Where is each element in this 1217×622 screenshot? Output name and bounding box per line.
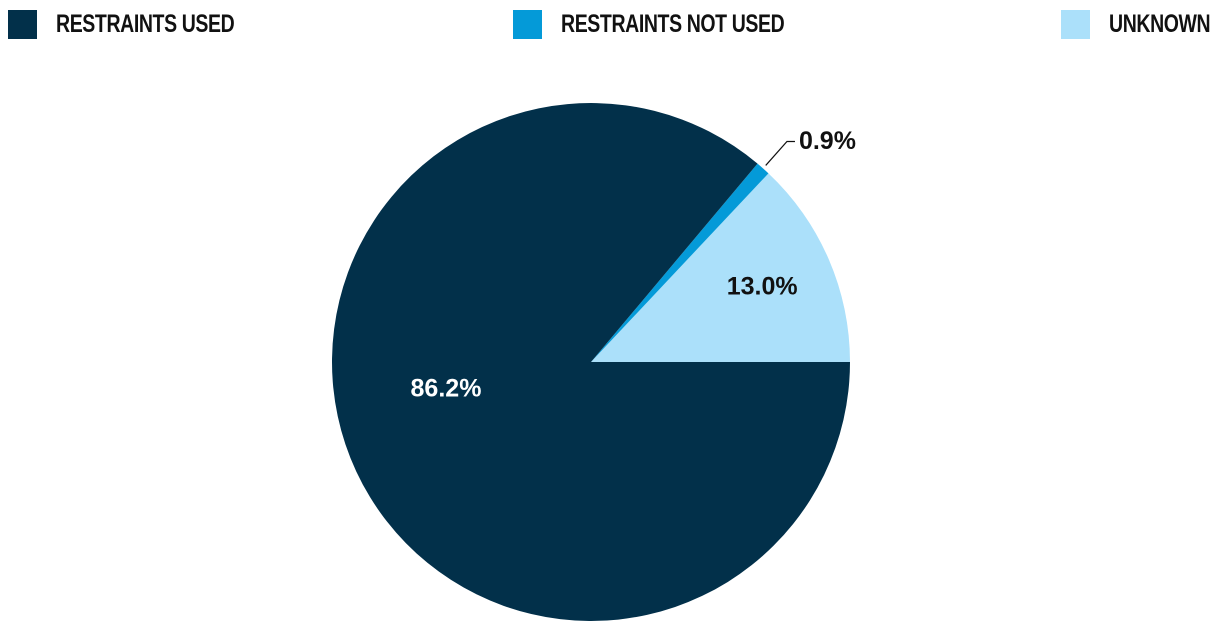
legend: RESTRAINTS USED RESTRAINTS NOT USED UNKN… (0, 8, 1217, 40)
legend-item-unknown: UNKNOWN (1061, 8, 1217, 40)
slice-label-restraints-not-used: 0.9% (799, 127, 856, 155)
legend-swatch-restraints-used (8, 9, 37, 39)
slice-label-restraints-used: 86.2% (411, 374, 482, 402)
legend-label-unknown: UNKNOWN (1109, 9, 1211, 38)
slice-restraints-not-used (591, 163, 769, 362)
legend-label-restraints-not-used: RESTRAINTS NOT USED (561, 9, 785, 38)
legend-swatch-unknown (1061, 9, 1090, 39)
slice-label-unknown: 13.0% (727, 273, 798, 301)
legend-swatch-restraints-not-used (513, 9, 542, 39)
slice-restraints-used (331, 103, 850, 621)
legend-label-restraints-used: RESTRAINTS USED (56, 9, 235, 38)
legend-item-restraints-not-used: RESTRAINTS NOT USED (513, 8, 847, 40)
legend-item-restraints-used: RESTRAINTS USED (8, 8, 285, 40)
leader-line-restraints-not-used (765, 140, 795, 166)
slice-unknown (591, 173, 850, 362)
